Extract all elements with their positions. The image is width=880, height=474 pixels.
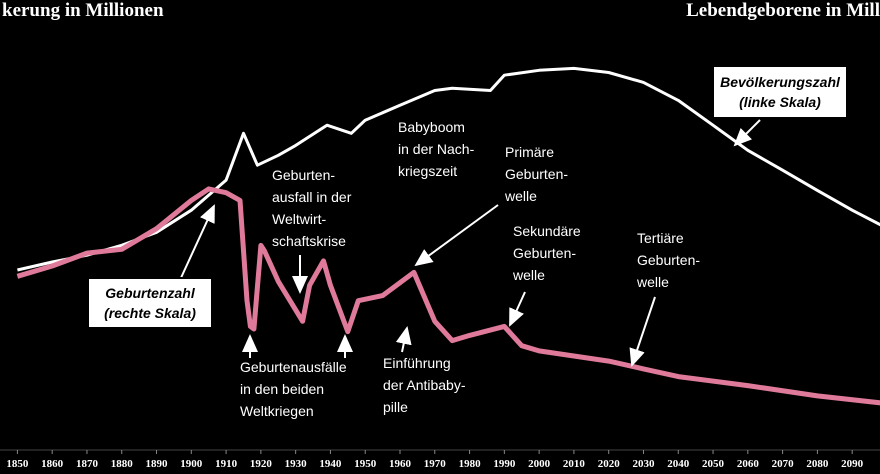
- y2-axis-title: Lebendgeborene in Mill: [686, 0, 880, 21]
- x-tick-label: 1980: [459, 458, 482, 470]
- arrow: [733, 119, 761, 147]
- x-tick-label: 2080: [806, 458, 829, 470]
- x-tick-label: 1900: [180, 458, 203, 470]
- x-tick-label: 1930: [285, 458, 308, 470]
- x-tick-label: 1860: [41, 458, 64, 470]
- data-line: [17, 66, 880, 272]
- y-axis-title: kerung in Millionen: [2, 0, 164, 21]
- arrow: [629, 296, 656, 367]
- x-tick-label: 1890: [146, 458, 169, 470]
- label-box: [87, 277, 213, 329]
- x-tick-label: 1960: [389, 458, 412, 470]
- x-tick-label: 2000: [528, 458, 551, 470]
- label-box: [712, 65, 848, 119]
- x-tick-label: 1950: [354, 458, 377, 470]
- x-tick-label: 2010: [563, 458, 586, 470]
- annotation: Sekundäre Geburten-welle: [512, 223, 581, 283]
- annotation: Primäre Geburten-welle: [504, 144, 568, 204]
- x-tick-label: 2070: [772, 458, 795, 470]
- arrow: [414, 204, 499, 267]
- legend-label: Bevölkerungszahl (linke Skala): [720, 74, 841, 110]
- annotation: Geburtenausfälle in den beiden Weltkriegen: [240, 359, 347, 419]
- x-tick-label: 1850: [6, 458, 29, 470]
- x-tick-label: 1970: [424, 458, 447, 470]
- legend-label: Geburtenzahl (rechte Skala): [104, 285, 196, 321]
- x-tick-label: 2060: [737, 458, 760, 470]
- annotation: Einführung der Antibaby-pille: [383, 355, 466, 415]
- x-tick-label: 1880: [111, 458, 134, 470]
- x-tick-label: 2040: [667, 458, 690, 470]
- x-tick-label: 1910: [215, 458, 238, 470]
- x-tick-label: 2050: [702, 458, 725, 470]
- x-tick-label: 1870: [76, 458, 99, 470]
- annotation: Geburten-ausfall in der Weltwirt-schaftsk…: [272, 167, 352, 249]
- arrow: [395, 326, 412, 353]
- legend-box: Bevölkerungszahl (linke Skala) Geburtenza…: [87, 65, 848, 329]
- annotation: Babyboom in der Nach-kriegszeit: [398, 119, 475, 179]
- arrow: [509, 291, 526, 327]
- x-tick-label: 1990: [493, 458, 516, 470]
- x-tick-label: 1940: [319, 458, 342, 470]
- annotation: Tertiäre Geburten-welle: [636, 230, 700, 290]
- x-tick-label: 2090: [841, 458, 864, 470]
- x-tick-label: 1920: [250, 458, 273, 470]
- annotations: Babyboom in der Nach-kriegszeit Geburten-…: [179, 119, 761, 419]
- data-line: [16, 186, 880, 406]
- arrow: [179, 204, 215, 281]
- x-tick-label: 2020: [598, 458, 621, 470]
- x-tick-label: 2030: [632, 458, 655, 470]
